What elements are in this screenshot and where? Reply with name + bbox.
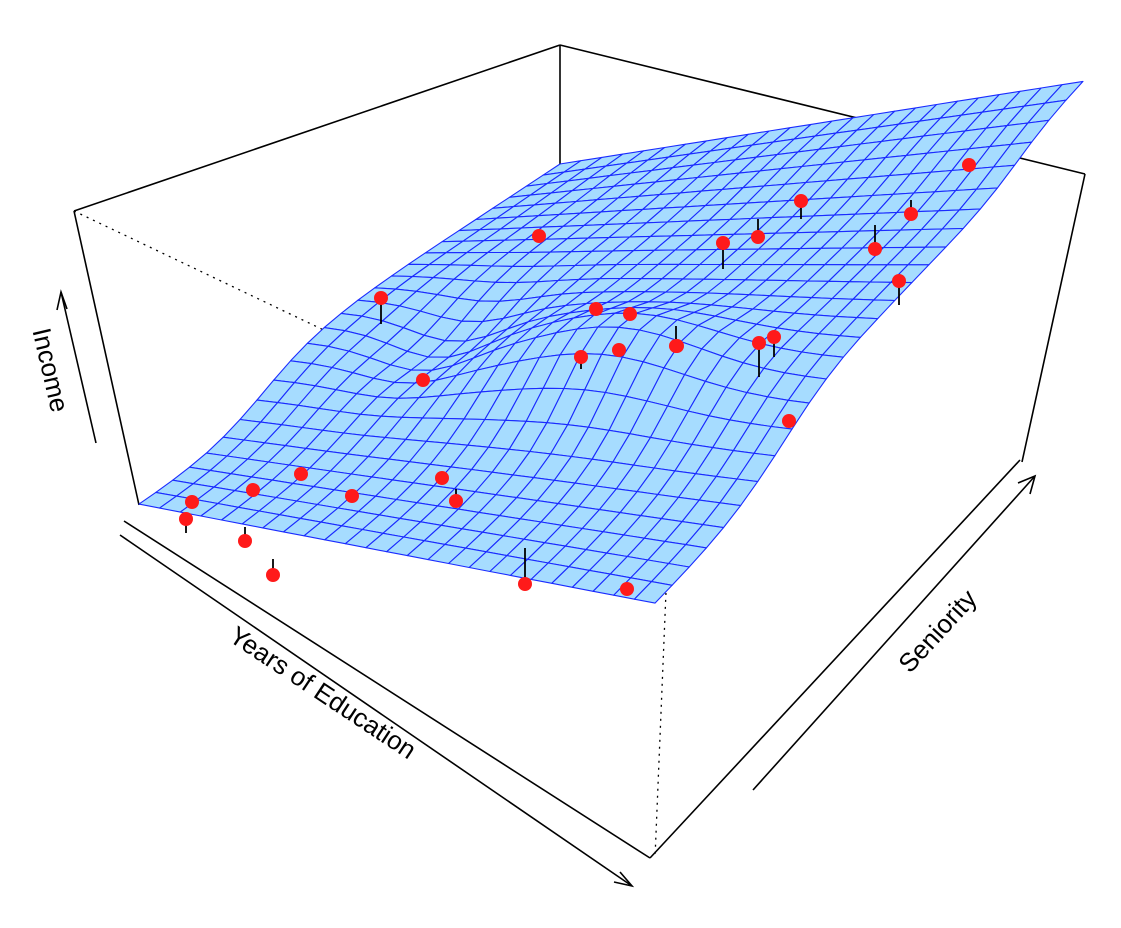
observation-point bbox=[782, 414, 796, 428]
observation-point bbox=[868, 242, 882, 256]
axis-arrows bbox=[56, 289, 1037, 888]
observation-point bbox=[532, 229, 546, 243]
seniority-arrowhead-icon bbox=[1017, 474, 1037, 495]
observation-point bbox=[238, 534, 252, 548]
income-axis-arrow bbox=[60, 291, 97, 444]
box-edge-bottom-front-right bbox=[649, 459, 1021, 859]
fitted-surface bbox=[138, 80, 1084, 604]
observation-point bbox=[294, 467, 308, 481]
observation-point bbox=[266, 568, 280, 582]
observation-point bbox=[246, 483, 260, 497]
box-edge-bottom-front-left bbox=[123, 520, 651, 859]
observation-point bbox=[589, 302, 603, 316]
seniority-axis-arrow bbox=[752, 475, 1036, 791]
education-axis-arrow bbox=[119, 534, 633, 887]
observation-point bbox=[612, 343, 626, 357]
observation-points bbox=[179, 158, 976, 596]
box-edge-left-vertical bbox=[73, 210, 140, 506]
box-front-edges bbox=[123, 459, 1021, 859]
surface-facet bbox=[633, 581, 673, 604]
box-edge-right-vertical bbox=[1021, 173, 1086, 463]
zlabel: Income bbox=[27, 325, 75, 415]
observation-point bbox=[767, 330, 781, 344]
income-arrowhead-icon bbox=[56, 289, 68, 311]
observation-point bbox=[623, 307, 637, 321]
observation-point bbox=[345, 489, 359, 503]
observation-point bbox=[716, 236, 730, 250]
box-hidden-edge-vertical bbox=[654, 494, 671, 859]
observation-point bbox=[794, 194, 808, 208]
observation-point bbox=[962, 158, 976, 172]
observation-point bbox=[449, 494, 463, 508]
education-arrowhead-icon bbox=[613, 871, 635, 888]
observation-point bbox=[416, 373, 430, 387]
observation-point bbox=[620, 582, 634, 596]
observation-point bbox=[670, 339, 684, 353]
observation-point bbox=[185, 495, 199, 509]
observation-point bbox=[904, 207, 918, 221]
observation-point bbox=[179, 512, 193, 526]
observation-point bbox=[574, 350, 588, 364]
observation-point bbox=[374, 291, 388, 305]
observation-point bbox=[892, 274, 906, 288]
observation-point bbox=[435, 471, 449, 485]
ylabel: Seniority bbox=[892, 583, 982, 678]
observation-point bbox=[518, 577, 532, 591]
observation-point bbox=[752, 336, 766, 350]
observation-point bbox=[751, 230, 765, 244]
box-edge-top-left bbox=[73, 44, 561, 212]
